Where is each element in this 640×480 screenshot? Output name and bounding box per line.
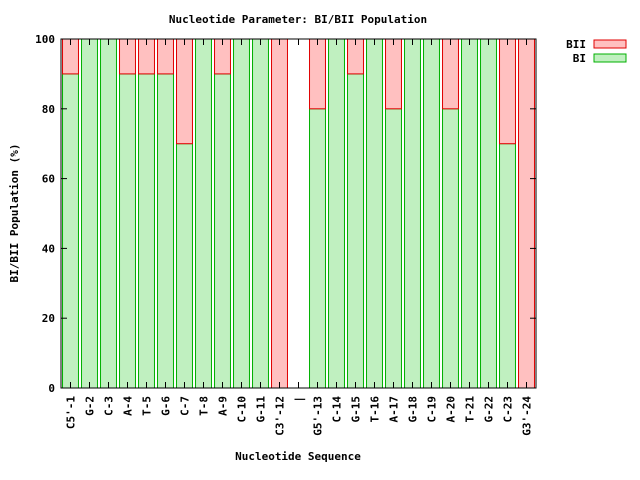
bar-bi-4 bbox=[138, 73, 155, 389]
bar-bii-20 bbox=[442, 38, 459, 110]
bar-bii-23 bbox=[499, 38, 516, 145]
x-tick-label: G5'-13 bbox=[312, 396, 325, 436]
x-tick-label: G3'-24 bbox=[521, 396, 534, 436]
x-tick-label: G-6 bbox=[160, 396, 173, 416]
x-tick-label: C-3 bbox=[103, 396, 116, 416]
x-tick-label: C-10 bbox=[236, 396, 249, 423]
x-tick-label: G-15 bbox=[350, 396, 363, 423]
y-tick-label: 80 bbox=[42, 103, 55, 116]
chart-title: Nucleotide Parameter: BI/BII Population bbox=[169, 13, 427, 26]
x-tick-label: G-18 bbox=[407, 396, 420, 423]
y-tick-label: 40 bbox=[42, 242, 55, 255]
x-tick-label: G-11 bbox=[255, 396, 268, 423]
x-tick-label: G-2 bbox=[84, 396, 97, 416]
bar-bi-18 bbox=[404, 38, 421, 389]
y-tick-label: 0 bbox=[48, 382, 55, 395]
x-tick-label: C-7 bbox=[179, 396, 192, 416]
x-tick-label: G-22 bbox=[483, 396, 496, 423]
bar-bi-16 bbox=[366, 38, 383, 389]
x-tick-label: T-16 bbox=[369, 396, 382, 423]
x-tick-label: T-21 bbox=[464, 396, 477, 423]
bar-bii-11 bbox=[271, 38, 288, 389]
bars-group bbox=[62, 38, 535, 389]
bar-bi-21 bbox=[461, 38, 478, 389]
x-tick-label: C-23 bbox=[502, 396, 515, 423]
bar-bi-19 bbox=[423, 38, 440, 389]
y-axis: 0 20 40 60 80 100 bbox=[35, 33, 536, 395]
x-tick-label: A-20 bbox=[445, 396, 458, 423]
x-tick-label: A-17 bbox=[388, 396, 401, 423]
bar-bii-24 bbox=[518, 38, 535, 389]
bar-bi-10 bbox=[252, 38, 269, 389]
legend-swatch-bi bbox=[593, 53, 627, 63]
x-axis: C5'-1 G-2 C-3 A-4 T-5 G-6 C-7 T-8 A-9 C-10 G-11 C3'… bbox=[65, 39, 534, 436]
x-tick-label: T-8 bbox=[198, 396, 211, 416]
bar-bii-6 bbox=[176, 38, 193, 145]
bar-bi-13 bbox=[309, 108, 326, 389]
y-axis-label: BI/BII Population (%) bbox=[8, 143, 21, 282]
x-tick-label: A-4 bbox=[122, 396, 135, 416]
bar-bi-14 bbox=[328, 38, 345, 389]
legend-swatch-bii bbox=[593, 39, 627, 49]
x-tick-label: C-14 bbox=[331, 396, 344, 423]
x-tick-label: C5'-1 bbox=[65, 396, 78, 429]
bar-bi-22 bbox=[480, 38, 497, 389]
x-tick-label: C3'-12 bbox=[274, 396, 287, 436]
bar-bi-9 bbox=[233, 38, 250, 389]
bar-bi-3 bbox=[119, 73, 136, 389]
y-tick-label: 20 bbox=[42, 312, 55, 325]
bar-bi-23 bbox=[499, 143, 516, 389]
x-tick-label: C-19 bbox=[426, 396, 439, 423]
bar-bi-2 bbox=[100, 38, 117, 389]
legend-label-bii: BII bbox=[566, 38, 586, 51]
bar-bi-5 bbox=[157, 73, 174, 389]
y-tick-label: 100 bbox=[35, 33, 55, 46]
legend-label-bi: BI bbox=[573, 52, 586, 65]
x-tick-label: A-9 bbox=[217, 396, 230, 416]
bar-bi-6 bbox=[176, 143, 193, 389]
bar-bii-17 bbox=[385, 38, 402, 110]
bar-bi-0 bbox=[62, 73, 79, 389]
y-tick-label: 60 bbox=[42, 173, 55, 186]
bar-bi-17 bbox=[385, 108, 402, 389]
x-tick-label: T-5 bbox=[141, 396, 154, 416]
bar-bii-13 bbox=[309, 38, 326, 110]
bar-bi-1 bbox=[81, 38, 98, 389]
bar-bi-7 bbox=[195, 38, 212, 389]
bar-bi-20 bbox=[442, 108, 459, 389]
x-axis-label: Nucleotide Sequence bbox=[235, 450, 361, 463]
bar-bi-15 bbox=[347, 73, 364, 389]
x-tick-label: | bbox=[293, 396, 306, 403]
bar-bi-8 bbox=[214, 73, 231, 389]
